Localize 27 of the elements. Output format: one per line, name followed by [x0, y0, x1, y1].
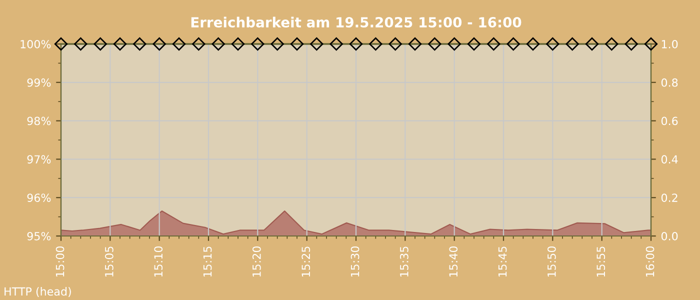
y2-tick-label: 0.4: [661, 155, 678, 164]
x-tick-label: 16:00: [646, 246, 654, 277]
x-tick-label: 15:05: [104, 246, 114, 277]
x-tick-label: 15:20: [252, 246, 261, 277]
x-tick-label: 15:00: [56, 246, 64, 277]
x-tick-label: 15:15: [203, 246, 212, 277]
x-tick-label: 15:35: [400, 246, 408, 277]
chart-title: Erreichbarkeit am 19.5.2025 15:00 - 16:00: [191, 16, 522, 28]
y-tick-label: 99%: [27, 78, 51, 87]
y2-tick-label: 0.8: [661, 78, 678, 87]
y-tick-label: 95%: [27, 232, 51, 240]
x-tick-label: 15:55: [596, 246, 606, 277]
x-tick-label: 15:25: [302, 246, 310, 277]
y-tick-label: 97%: [27, 155, 51, 164]
x-tick-label: 15:10: [154, 246, 163, 277]
text: HTTP (head): [4, 287, 71, 297]
y2-tick-label: 0.0: [661, 232, 678, 240]
y2-tick-label: 0.6: [661, 116, 678, 126]
x-tick-label: 15:50: [547, 246, 556, 277]
y2-tick-label: 1.0: [662, 40, 678, 48]
y-tick-label: 100%: [20, 40, 51, 48]
x-tick-label: 15:40: [449, 246, 458, 277]
y-tick-label: 96%: [27, 194, 51, 202]
y-tick-label: 98%: [27, 116, 51, 126]
y2-tick-label: 0.2: [661, 194, 678, 202]
x-tick-label: 15:30: [350, 246, 360, 277]
x-tick-label: 15:45: [498, 246, 507, 277]
